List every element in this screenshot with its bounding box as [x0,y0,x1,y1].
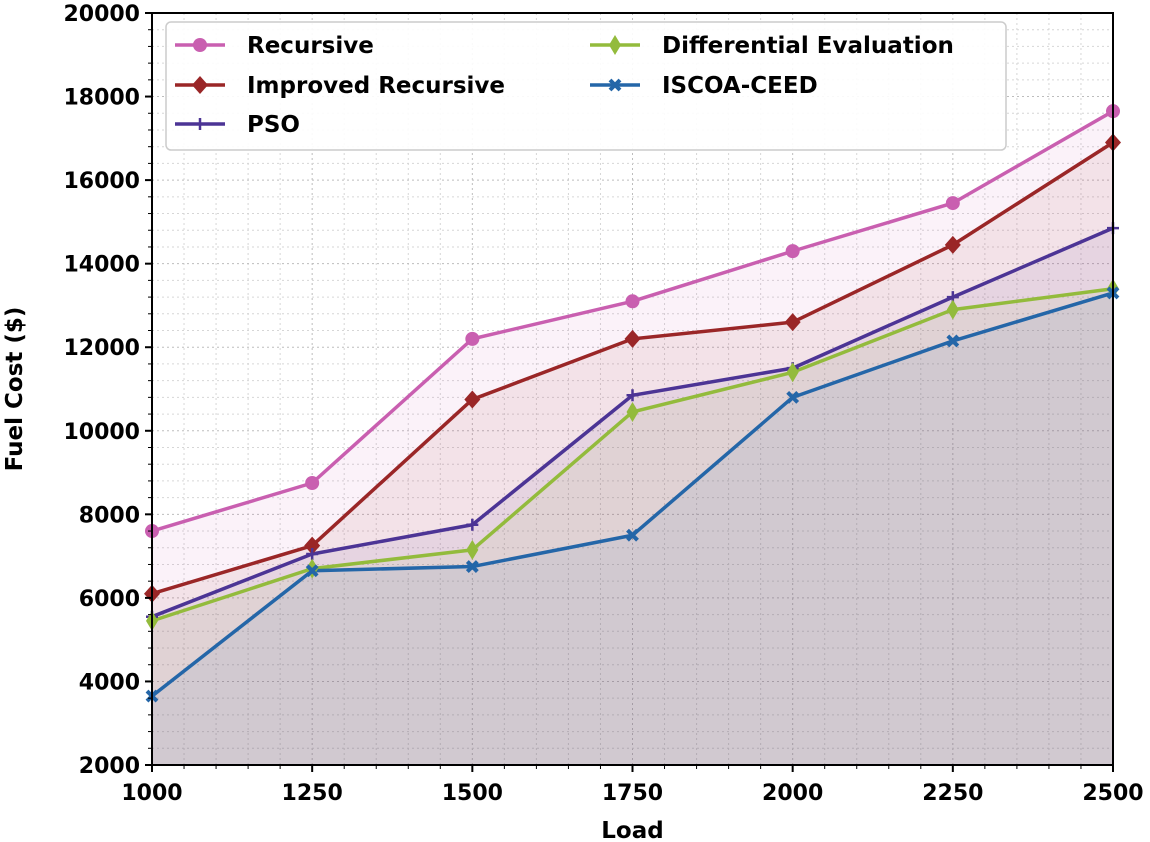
y-axis-ticks: 2000 4000 6000 8000 10000 12000 14000 16000 1800… [63,2,152,779]
x-tick-label: 1250 [282,781,343,806]
legend-item: ISCOA-CEED [590,73,818,99]
data-point [305,476,320,490]
data-point [786,362,799,383]
data-point [624,329,641,348]
legend-label: Improved Recursive [247,73,505,99]
data-point [465,331,480,346]
legend-item: Recursive [175,33,374,59]
y-tick-label: 12000 [63,336,140,361]
data-point [192,76,208,94]
data-point [306,548,319,561]
data-point [626,528,639,542]
x-axis-title: Load [601,818,663,842]
y-tick-label: 10000 [63,420,140,445]
data-point [946,334,960,348]
data-point [193,38,207,52]
y-tick-label: 20000 [63,2,140,27]
data-point [305,564,319,578]
legend-label: Differential Evaluation [662,33,954,59]
x-tick-label: 2500 [1082,781,1143,806]
data-point [465,560,479,573]
data-point [194,118,206,130]
data-point [784,313,801,332]
data-point [785,244,800,259]
data-point [304,536,321,555]
legend-item: PSO [175,112,300,138]
y-tick-label: 18000 [63,86,140,111]
data-point [609,35,621,55]
series-area-fill [152,292,1113,765]
data-point [944,235,961,254]
data-point [626,389,639,402]
series-area-fill [152,142,1113,765]
y-tick-label: 2000 [79,754,140,779]
x-tick-label: 2000 [762,781,823,806]
data-point [466,518,479,531]
series-fills [152,111,1113,766]
data-point [625,294,640,309]
y-tick-label: 14000 [63,253,140,278]
legend-box [165,21,1007,151]
data-point [626,401,639,422]
data-point [466,539,479,560]
x-tick-label: 1500 [442,781,503,806]
series-area-fill [152,111,1113,765]
data-point [608,78,622,92]
legend-label: ISCOA-CEED [662,73,818,99]
legend: Recursive Improved Recursive PSO Differenti… [165,21,1007,151]
y-tick-label: 16000 [63,169,140,194]
y-tick-label: 4000 [79,670,140,695]
series-area-fill [152,228,1113,766]
x-tick-label: 1000 [121,781,182,806]
y-tick-label: 8000 [79,503,140,528]
data-point [786,390,800,404]
data-point [946,299,959,320]
x-axis-ticks: 1000 1250 1500 1750 2000 2250 2500 [121,765,1144,806]
x-tick-label: 2250 [922,781,983,806]
y-tick-label: 6000 [79,587,140,612]
legend-label: Recursive [247,33,374,59]
x-tick-label: 1750 [602,781,663,806]
y-axis-title: Fuel Cost ($) [2,307,28,472]
legend-label: PSO [247,112,300,138]
series-area-fill [152,288,1113,765]
data-point [464,390,481,409]
legend-item: Differential Evaluation [590,33,954,59]
data-point [945,196,960,211]
legend-item: Improved Recursive [175,73,505,99]
